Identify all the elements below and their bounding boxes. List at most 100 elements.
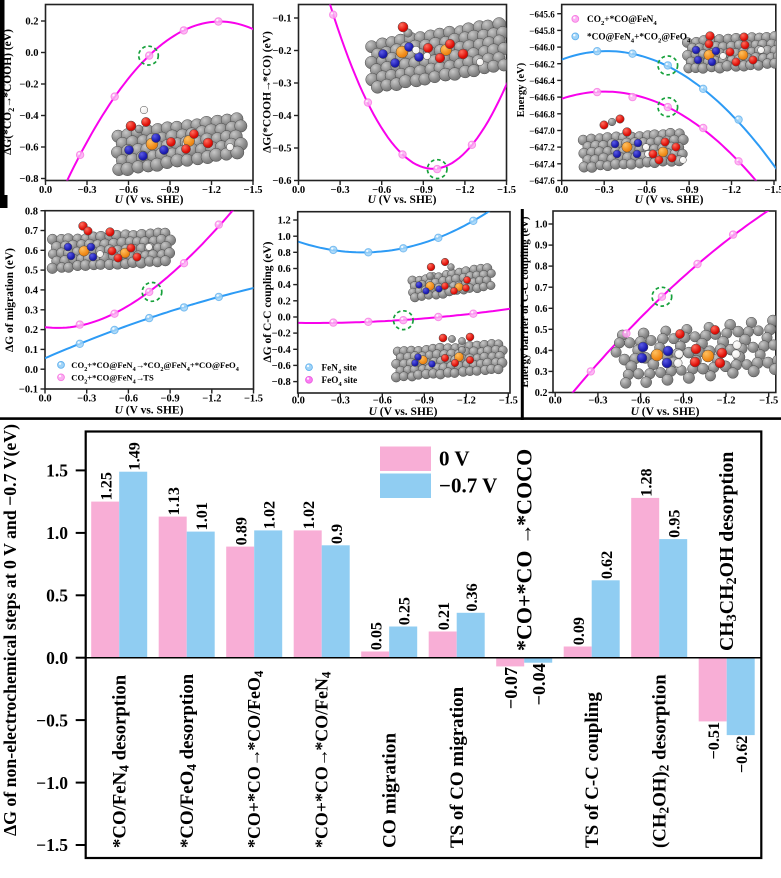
svg-text:ΔG of C-C coupling (eV): ΔG of C-C coupling (eV) bbox=[262, 241, 274, 362]
svg-text:0.0: 0.0 bbox=[555, 185, 568, 196]
svg-text:1.01: 1.01 bbox=[193, 502, 211, 530]
svg-text:−0.6: −0.6 bbox=[19, 143, 38, 154]
svg-text:−1.0: −1.0 bbox=[36, 773, 68, 793]
svg-text:U (V vs. SHE): U (V vs. SHE) bbox=[631, 406, 700, 418]
svg-text:−0.9: −0.9 bbox=[161, 393, 180, 404]
svg-text:0 V: 0 V bbox=[439, 447, 470, 471]
svg-text:−645.8: −645.8 bbox=[529, 26, 555, 36]
svg-text:0.8: 0.8 bbox=[535, 262, 548, 273]
svg-text:0.4: 0.4 bbox=[278, 280, 292, 291]
svg-text:−0.6: −0.6 bbox=[272, 361, 291, 372]
svg-text:−0.2: −0.2 bbox=[272, 329, 291, 340]
svg-text:−0.3: −0.3 bbox=[331, 185, 350, 196]
svg-text:−0.6: −0.6 bbox=[272, 176, 291, 187]
svg-text:0.0: 0.0 bbox=[278, 313, 291, 324]
svg-text:1.2: 1.2 bbox=[278, 216, 291, 227]
svg-text:−0.1: −0.1 bbox=[272, 14, 291, 25]
svg-text:Energy (eV): Energy (eV) bbox=[516, 62, 527, 117]
svg-text:*CO+*CO →*COCO: *CO+*CO →*COCO bbox=[512, 449, 537, 651]
svg-text:−0.3: −0.3 bbox=[77, 393, 96, 404]
svg-text:−0.9: −0.9 bbox=[415, 395, 434, 406]
svg-text:1.02: 1.02 bbox=[300, 501, 318, 529]
svg-text:1.0: 1.0 bbox=[46, 523, 68, 543]
svg-text:0.5: 0.5 bbox=[25, 266, 38, 277]
svg-text:0.0: 0.0 bbox=[292, 395, 305, 406]
svg-text:0.4: 0.4 bbox=[535, 346, 548, 357]
svg-text:−0.9: −0.9 bbox=[674, 395, 693, 406]
svg-text:TS of C-C coupling: TS of C-C coupling bbox=[582, 692, 603, 848]
svg-text:0.25: 0.25 bbox=[395, 597, 413, 625]
svg-text:−0.62: −0.62 bbox=[733, 736, 751, 774]
svg-text:−0.2: −0.2 bbox=[19, 80, 38, 91]
svg-text:ΔG(*COOH→*CO) (eV): ΔG(*COOH→*CO) (eV) bbox=[262, 31, 274, 153]
svg-text:−0.6: −0.6 bbox=[631, 395, 650, 406]
svg-text:0.5: 0.5 bbox=[535, 325, 548, 336]
svg-text:−645.6: −645.6 bbox=[529, 9, 555, 19]
svg-text:−1.2: −1.2 bbox=[722, 185, 741, 196]
svg-text:0.0: 0.0 bbox=[39, 185, 52, 196]
svg-text:0.09: 0.09 bbox=[570, 617, 588, 645]
svg-text:−1.2: −1.2 bbox=[716, 395, 735, 406]
svg-text:0.0: 0.0 bbox=[25, 48, 38, 59]
svg-text:CO migration: CO migration bbox=[380, 733, 401, 848]
svg-text:1.13: 1.13 bbox=[165, 487, 183, 515]
svg-text:−0.6: −0.6 bbox=[373, 395, 392, 406]
svg-text:ΔG of non-electrochemical step: ΔG of non-electrochemical steps at 0 V a… bbox=[0, 424, 21, 836]
svg-text:0.2: 0.2 bbox=[25, 17, 38, 28]
svg-text:1.49: 1.49 bbox=[125, 442, 143, 470]
svg-text:−0.04: −0.04 bbox=[529, 663, 549, 705]
svg-text:1.0: 1.0 bbox=[278, 232, 291, 243]
svg-text:−646.8: −646.8 bbox=[529, 109, 555, 119]
svg-text:−0.6: −0.6 bbox=[119, 393, 138, 404]
svg-text:−0.4: −0.4 bbox=[272, 345, 292, 356]
svg-text:0.2: 0.2 bbox=[25, 325, 38, 336]
svg-text:−1.5: −1.5 bbox=[499, 395, 518, 406]
svg-text:0.6: 0.6 bbox=[535, 304, 548, 315]
svg-text:−1.2: −1.2 bbox=[202, 185, 221, 196]
svg-text:*CO+*CO→*CO/FeN4​: *CO+*CO→*CO/FeN4​ bbox=[312, 671, 334, 848]
svg-text:0.8: 0.8 bbox=[25, 206, 38, 217]
svg-text:−0.8: −0.8 bbox=[272, 377, 291, 388]
svg-text:U (V vs. SHE): U (V vs. SHE) bbox=[115, 405, 184, 417]
svg-text:1.0: 1.0 bbox=[535, 220, 548, 231]
svg-text:0.5: 0.5 bbox=[46, 586, 68, 606]
svg-text:0.21: 0.21 bbox=[435, 602, 453, 630]
svg-text:0.0: 0.0 bbox=[38, 393, 51, 404]
svg-text:0.0: 0.0 bbox=[292, 185, 305, 196]
svg-text:0.8: 0.8 bbox=[278, 248, 291, 259]
svg-text:−1.5: −1.5 bbox=[764, 185, 781, 196]
svg-text:−0.3: −0.3 bbox=[595, 185, 614, 196]
svg-text:0.0: 0.0 bbox=[25, 365, 38, 376]
svg-text:0.2: 0.2 bbox=[535, 388, 548, 399]
svg-text:−1.5: −1.5 bbox=[243, 185, 262, 196]
svg-text:0.2: 0.2 bbox=[278, 296, 291, 307]
svg-text:−1.2: −1.2 bbox=[202, 393, 221, 404]
svg-text:*CO/FeN4​ desorption: *CO/FeN4​ desorption bbox=[109, 674, 131, 848]
svg-text:0.7: 0.7 bbox=[25, 226, 38, 237]
svg-text:−1.5: −1.5 bbox=[497, 185, 516, 196]
svg-text:−646.2: −646.2 bbox=[529, 59, 555, 69]
svg-text:0.62: 0.62 bbox=[598, 551, 616, 579]
svg-text:−647.4: −647.4 bbox=[529, 159, 555, 169]
svg-text:TS of CO migration: TS of CO migration bbox=[447, 686, 468, 848]
svg-text:−0.3: −0.3 bbox=[77, 185, 96, 196]
svg-text:0.4: 0.4 bbox=[25, 286, 39, 297]
svg-text:−0.3: −0.3 bbox=[331, 395, 350, 406]
svg-text:U (V vs. SHE): U (V vs. SHE) bbox=[368, 194, 437, 206]
svg-text:−646.0: −646.0 bbox=[529, 43, 555, 53]
svg-text:−0.3: −0.3 bbox=[588, 395, 607, 406]
svg-text:1.28: 1.28 bbox=[637, 468, 655, 496]
svg-text:*CO/FeO4​ desorption: *CO/FeO4​ desorption bbox=[177, 673, 199, 848]
svg-text:−647.0: −647.0 bbox=[529, 126, 555, 136]
svg-text:−0.5: −0.5 bbox=[272, 144, 291, 155]
svg-text:0.9: 0.9 bbox=[535, 241, 548, 252]
svg-text:−0.2: −0.2 bbox=[272, 46, 291, 57]
svg-text:−0.1: −0.1 bbox=[19, 385, 38, 396]
svg-text:−0.3: −0.3 bbox=[272, 79, 291, 90]
svg-text:−0.5: −0.5 bbox=[36, 710, 68, 730]
svg-text:−0.7 V: −0.7 V bbox=[439, 474, 497, 498]
svg-text:0.1: 0.1 bbox=[25, 345, 38, 356]
svg-text:U (V vs. SHE): U (V vs. SHE) bbox=[635, 194, 704, 206]
svg-text:ΔG of migration (eV): ΔG of migration (eV) bbox=[4, 248, 16, 352]
svg-text:−1.2: −1.2 bbox=[455, 185, 474, 196]
